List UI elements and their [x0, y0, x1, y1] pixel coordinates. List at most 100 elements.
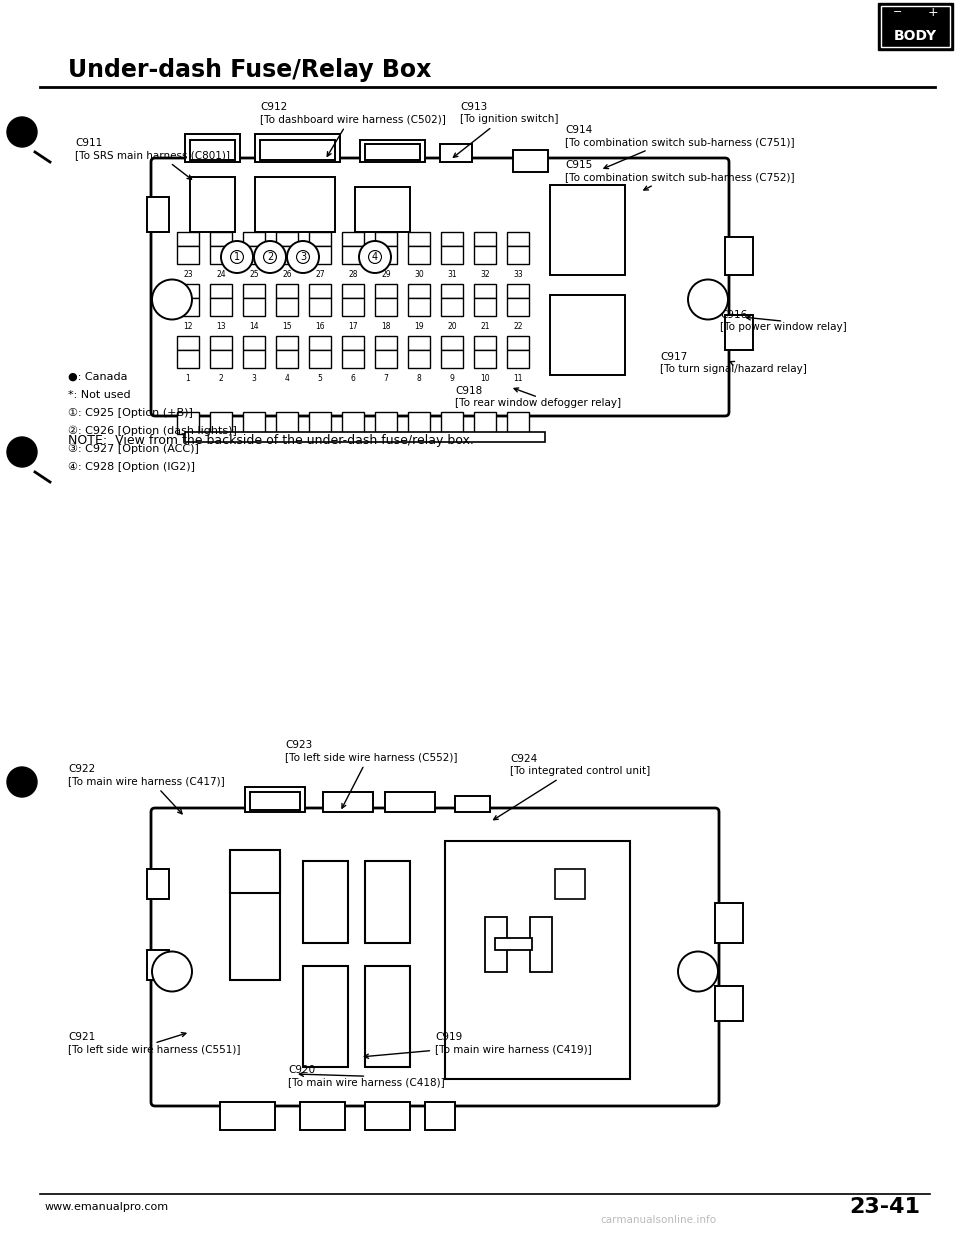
Bar — [507, 412, 529, 433]
Bar — [303, 861, 348, 943]
Bar — [365, 1102, 410, 1130]
Bar — [276, 350, 298, 368]
Bar — [276, 412, 298, 433]
Bar — [245, 787, 305, 812]
Bar — [513, 150, 548, 171]
Bar — [210, 337, 232, 350]
Bar — [725, 314, 753, 349]
Text: BODY: BODY — [894, 29, 937, 43]
Text: 9: 9 — [449, 374, 454, 383]
Bar — [385, 792, 435, 812]
Text: NOTE:  View from the backside of the under-dash fuse/relay box.: NOTE: View from the backside of the unde… — [68, 433, 474, 447]
Bar — [255, 134, 340, 161]
Bar — [715, 986, 743, 1021]
Circle shape — [359, 241, 391, 273]
Bar — [243, 284, 265, 298]
Bar — [485, 917, 507, 971]
Circle shape — [688, 279, 728, 319]
Text: 2: 2 — [267, 252, 274, 262]
Bar — [365, 861, 410, 943]
Bar — [342, 284, 364, 298]
Bar — [474, 232, 496, 246]
Bar — [276, 298, 298, 315]
Bar — [441, 337, 463, 350]
FancyBboxPatch shape — [151, 158, 729, 416]
Bar — [507, 337, 529, 350]
Bar — [243, 298, 265, 315]
Text: *: Not used: *: Not used — [68, 390, 131, 400]
Text: 32: 32 — [480, 270, 490, 279]
Text: Under-dash Fuse/Relay Box: Under-dash Fuse/Relay Box — [68, 58, 431, 82]
Bar — [220, 1102, 275, 1130]
Circle shape — [152, 279, 192, 319]
Bar — [555, 869, 585, 899]
Bar — [474, 337, 496, 350]
Bar — [530, 917, 552, 971]
Bar — [365, 144, 420, 160]
Text: 15: 15 — [282, 322, 292, 332]
Text: 29: 29 — [381, 270, 391, 279]
Bar — [147, 197, 169, 232]
Bar — [408, 412, 430, 433]
Bar — [408, 284, 430, 298]
Bar — [276, 284, 298, 298]
Bar — [185, 432, 545, 442]
Bar — [342, 412, 364, 433]
Bar — [190, 178, 235, 232]
Bar — [185, 134, 240, 161]
Text: ①: C925 [Option (+B)]: ①: C925 [Option (+B)] — [68, 409, 193, 419]
Text: 30: 30 — [414, 270, 424, 279]
Bar — [441, 298, 463, 315]
Text: 33: 33 — [514, 270, 523, 279]
Text: ●: Canada: ●: Canada — [68, 373, 128, 383]
Text: 26: 26 — [282, 270, 292, 279]
Bar — [243, 337, 265, 350]
Bar — [342, 232, 364, 246]
Bar — [441, 246, 463, 265]
Bar — [507, 298, 529, 315]
Text: C923
[To left side wire harness (C552)]: C923 [To left side wire harness (C552)] — [285, 740, 458, 809]
Circle shape — [7, 117, 37, 147]
Text: 24: 24 — [216, 270, 226, 279]
Text: +: + — [927, 5, 938, 19]
Bar — [300, 1102, 345, 1130]
Bar — [441, 284, 463, 298]
Circle shape — [7, 437, 37, 467]
Bar — [408, 337, 430, 350]
Bar — [507, 284, 529, 298]
Bar — [309, 246, 331, 265]
Bar — [276, 337, 298, 350]
Bar — [210, 232, 232, 246]
Text: 20: 20 — [447, 322, 457, 332]
Bar — [881, 6, 950, 47]
Bar — [441, 412, 463, 433]
Bar — [375, 337, 397, 350]
Text: 1: 1 — [185, 374, 190, 383]
Bar — [309, 232, 331, 246]
Bar — [375, 246, 397, 265]
Bar — [276, 246, 298, 265]
Text: 22: 22 — [514, 322, 523, 332]
Bar — [243, 350, 265, 368]
Text: 10: 10 — [480, 374, 490, 383]
FancyBboxPatch shape — [151, 809, 719, 1105]
Bar — [507, 232, 529, 246]
Bar — [342, 298, 364, 315]
Bar — [177, 337, 199, 350]
Circle shape — [287, 241, 319, 273]
Bar — [243, 412, 265, 433]
Bar — [243, 246, 265, 265]
Bar — [303, 966, 348, 1067]
Bar — [230, 850, 280, 893]
Text: C916
[To power window relay]: C916 [To power window relay] — [720, 310, 847, 332]
Text: C914
[To combination switch sub-harness (C751)]: C914 [To combination switch sub-harness … — [565, 125, 795, 169]
Text: 14: 14 — [250, 322, 259, 332]
Bar — [309, 298, 331, 315]
Text: 16: 16 — [315, 322, 324, 332]
Text: C915
[To combination switch sub-harness (C752)]: C915 [To combination switch sub-harness … — [565, 160, 795, 190]
Bar — [177, 232, 199, 246]
Bar — [474, 246, 496, 265]
Text: C921
[To left side wire harness (C551)]: C921 [To left side wire harness (C551)] — [68, 1032, 241, 1054]
Bar — [474, 412, 496, 433]
Text: 23-41: 23-41 — [849, 1197, 920, 1217]
